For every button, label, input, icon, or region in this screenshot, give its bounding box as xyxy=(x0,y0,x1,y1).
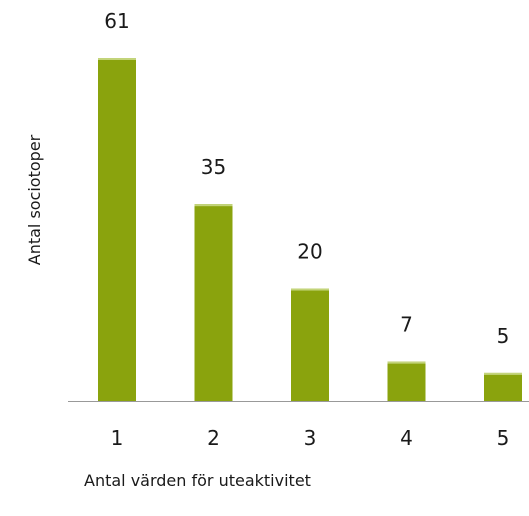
x-tick-label-3: 3 xyxy=(304,426,317,450)
bar-4 xyxy=(387,361,426,401)
x-tick-label-1: 1 xyxy=(111,426,124,450)
bar-1 xyxy=(98,58,136,401)
value-labels: 61 35 20 7 5 xyxy=(104,9,509,348)
x-tick-label-2: 2 xyxy=(207,426,220,450)
x-tick-label-5: 5 xyxy=(497,426,510,450)
value-label-4: 7 xyxy=(400,313,413,337)
value-label-1: 61 xyxy=(104,9,129,33)
value-label-3: 20 xyxy=(297,240,322,264)
bar-top-edge-4 xyxy=(387,361,426,364)
bars xyxy=(98,58,522,401)
bar-top-edge-5 xyxy=(484,372,522,375)
y-axis-title: Antal sociotoper xyxy=(25,134,44,265)
bar-3 xyxy=(291,288,329,401)
bar-top-edge-1 xyxy=(98,58,136,60)
x-tick-labels: 1 2 3 4 5 xyxy=(111,426,510,450)
bar-5 xyxy=(484,372,522,401)
x-tick-label-4: 4 xyxy=(400,426,413,450)
value-label-2: 35 xyxy=(201,155,226,179)
x-axis-title: Antal värden för uteaktivitet xyxy=(84,471,311,490)
bar-top-edge-2 xyxy=(194,204,233,207)
bar-2 xyxy=(194,204,233,401)
bar-top-edge-3 xyxy=(291,288,329,291)
value-label-5: 5 xyxy=(497,324,510,348)
